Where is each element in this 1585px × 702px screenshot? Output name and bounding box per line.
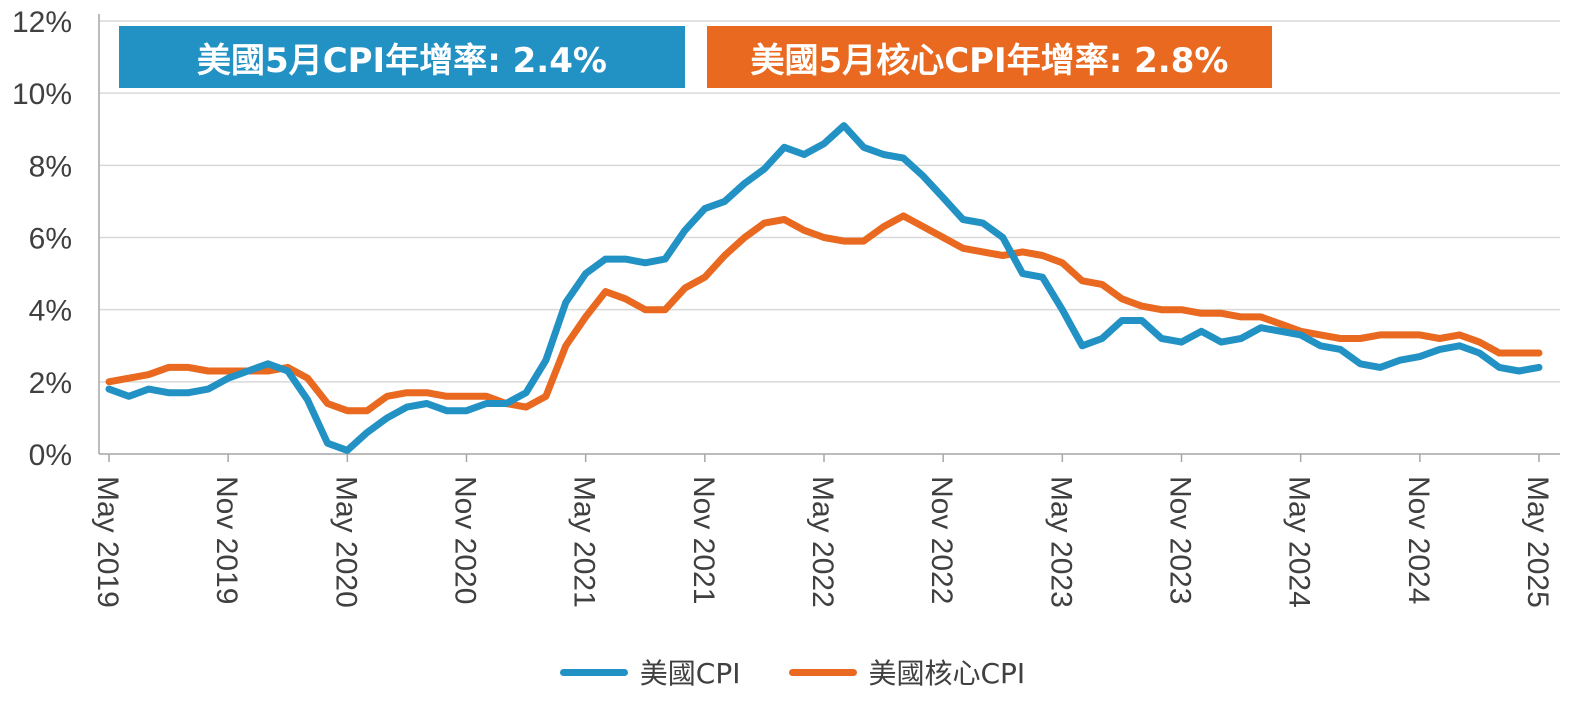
legend-label-core-cpi: 美國核心CPI bbox=[868, 657, 1026, 690]
core-cpi-annotation-text: 美國5月核心CPI年增率: 2.8% bbox=[750, 40, 1229, 81]
x-tick-label: May 2020 bbox=[329, 476, 362, 608]
y-tick-label: 10% bbox=[12, 78, 72, 111]
x-tick-label: May 2025 bbox=[1521, 476, 1554, 608]
y-tick-labels: 0% 2% 4% 6% 8% 10% 12% bbox=[12, 6, 72, 472]
legend-swatch-core-cpi bbox=[788, 668, 857, 676]
series-line-cpi bbox=[105, 122, 1543, 454]
legend-swatch-cpi bbox=[559, 668, 628, 676]
x-tick-label: Nov 2019 bbox=[210, 476, 243, 604]
x-tick-labels: May 2019 Nov 2019 May 2020 Nov 2020 May 2021… bbox=[91, 476, 1554, 608]
core-cpi-annotation-banner: 美國5月核心CPI年增率: 2.8% bbox=[707, 26, 1272, 88]
y-tick-label: 6% bbox=[29, 223, 72, 256]
cpi-annotation-text: 美國5月CPI年增率: 2.4% bbox=[197, 40, 607, 81]
x-tick-label: May 2019 bbox=[91, 476, 124, 608]
x-tick-label: May 2021 bbox=[568, 476, 601, 608]
x-tick-label: Nov 2024 bbox=[1402, 476, 1435, 604]
x-tick-label: Nov 2020 bbox=[449, 476, 482, 604]
series-lines bbox=[105, 122, 1543, 454]
y-tick-label: 0% bbox=[29, 439, 72, 472]
x-tick-label: Nov 2023 bbox=[1164, 476, 1197, 604]
y-tick-label: 2% bbox=[29, 367, 72, 400]
x-tick-label: May 2024 bbox=[1283, 476, 1316, 608]
x-tick-label: Nov 2021 bbox=[687, 476, 720, 604]
legend-item-cpi: 美國CPI bbox=[559, 652, 741, 692]
chart-legend: 美國CPI 美國核心CPI bbox=[0, 652, 1585, 692]
cpi-annotation-banner: 美國5月CPI年增率: 2.4% bbox=[119, 26, 685, 88]
series-line-core-cpi bbox=[105, 212, 1543, 415]
legend-item-core-cpi: 美國核心CPI bbox=[788, 652, 1026, 692]
x-tick-label: Nov 2022 bbox=[925, 476, 958, 604]
legend-label-cpi: 美國CPI bbox=[639, 657, 741, 690]
y-tick-label: 8% bbox=[29, 150, 72, 183]
axes bbox=[98, 14, 1560, 462]
x-tick-label: May 2022 bbox=[806, 476, 839, 608]
y-tick-label: 12% bbox=[12, 6, 72, 39]
y-tick-label: 4% bbox=[29, 295, 72, 328]
x-tick-label: May 2023 bbox=[1044, 476, 1077, 608]
